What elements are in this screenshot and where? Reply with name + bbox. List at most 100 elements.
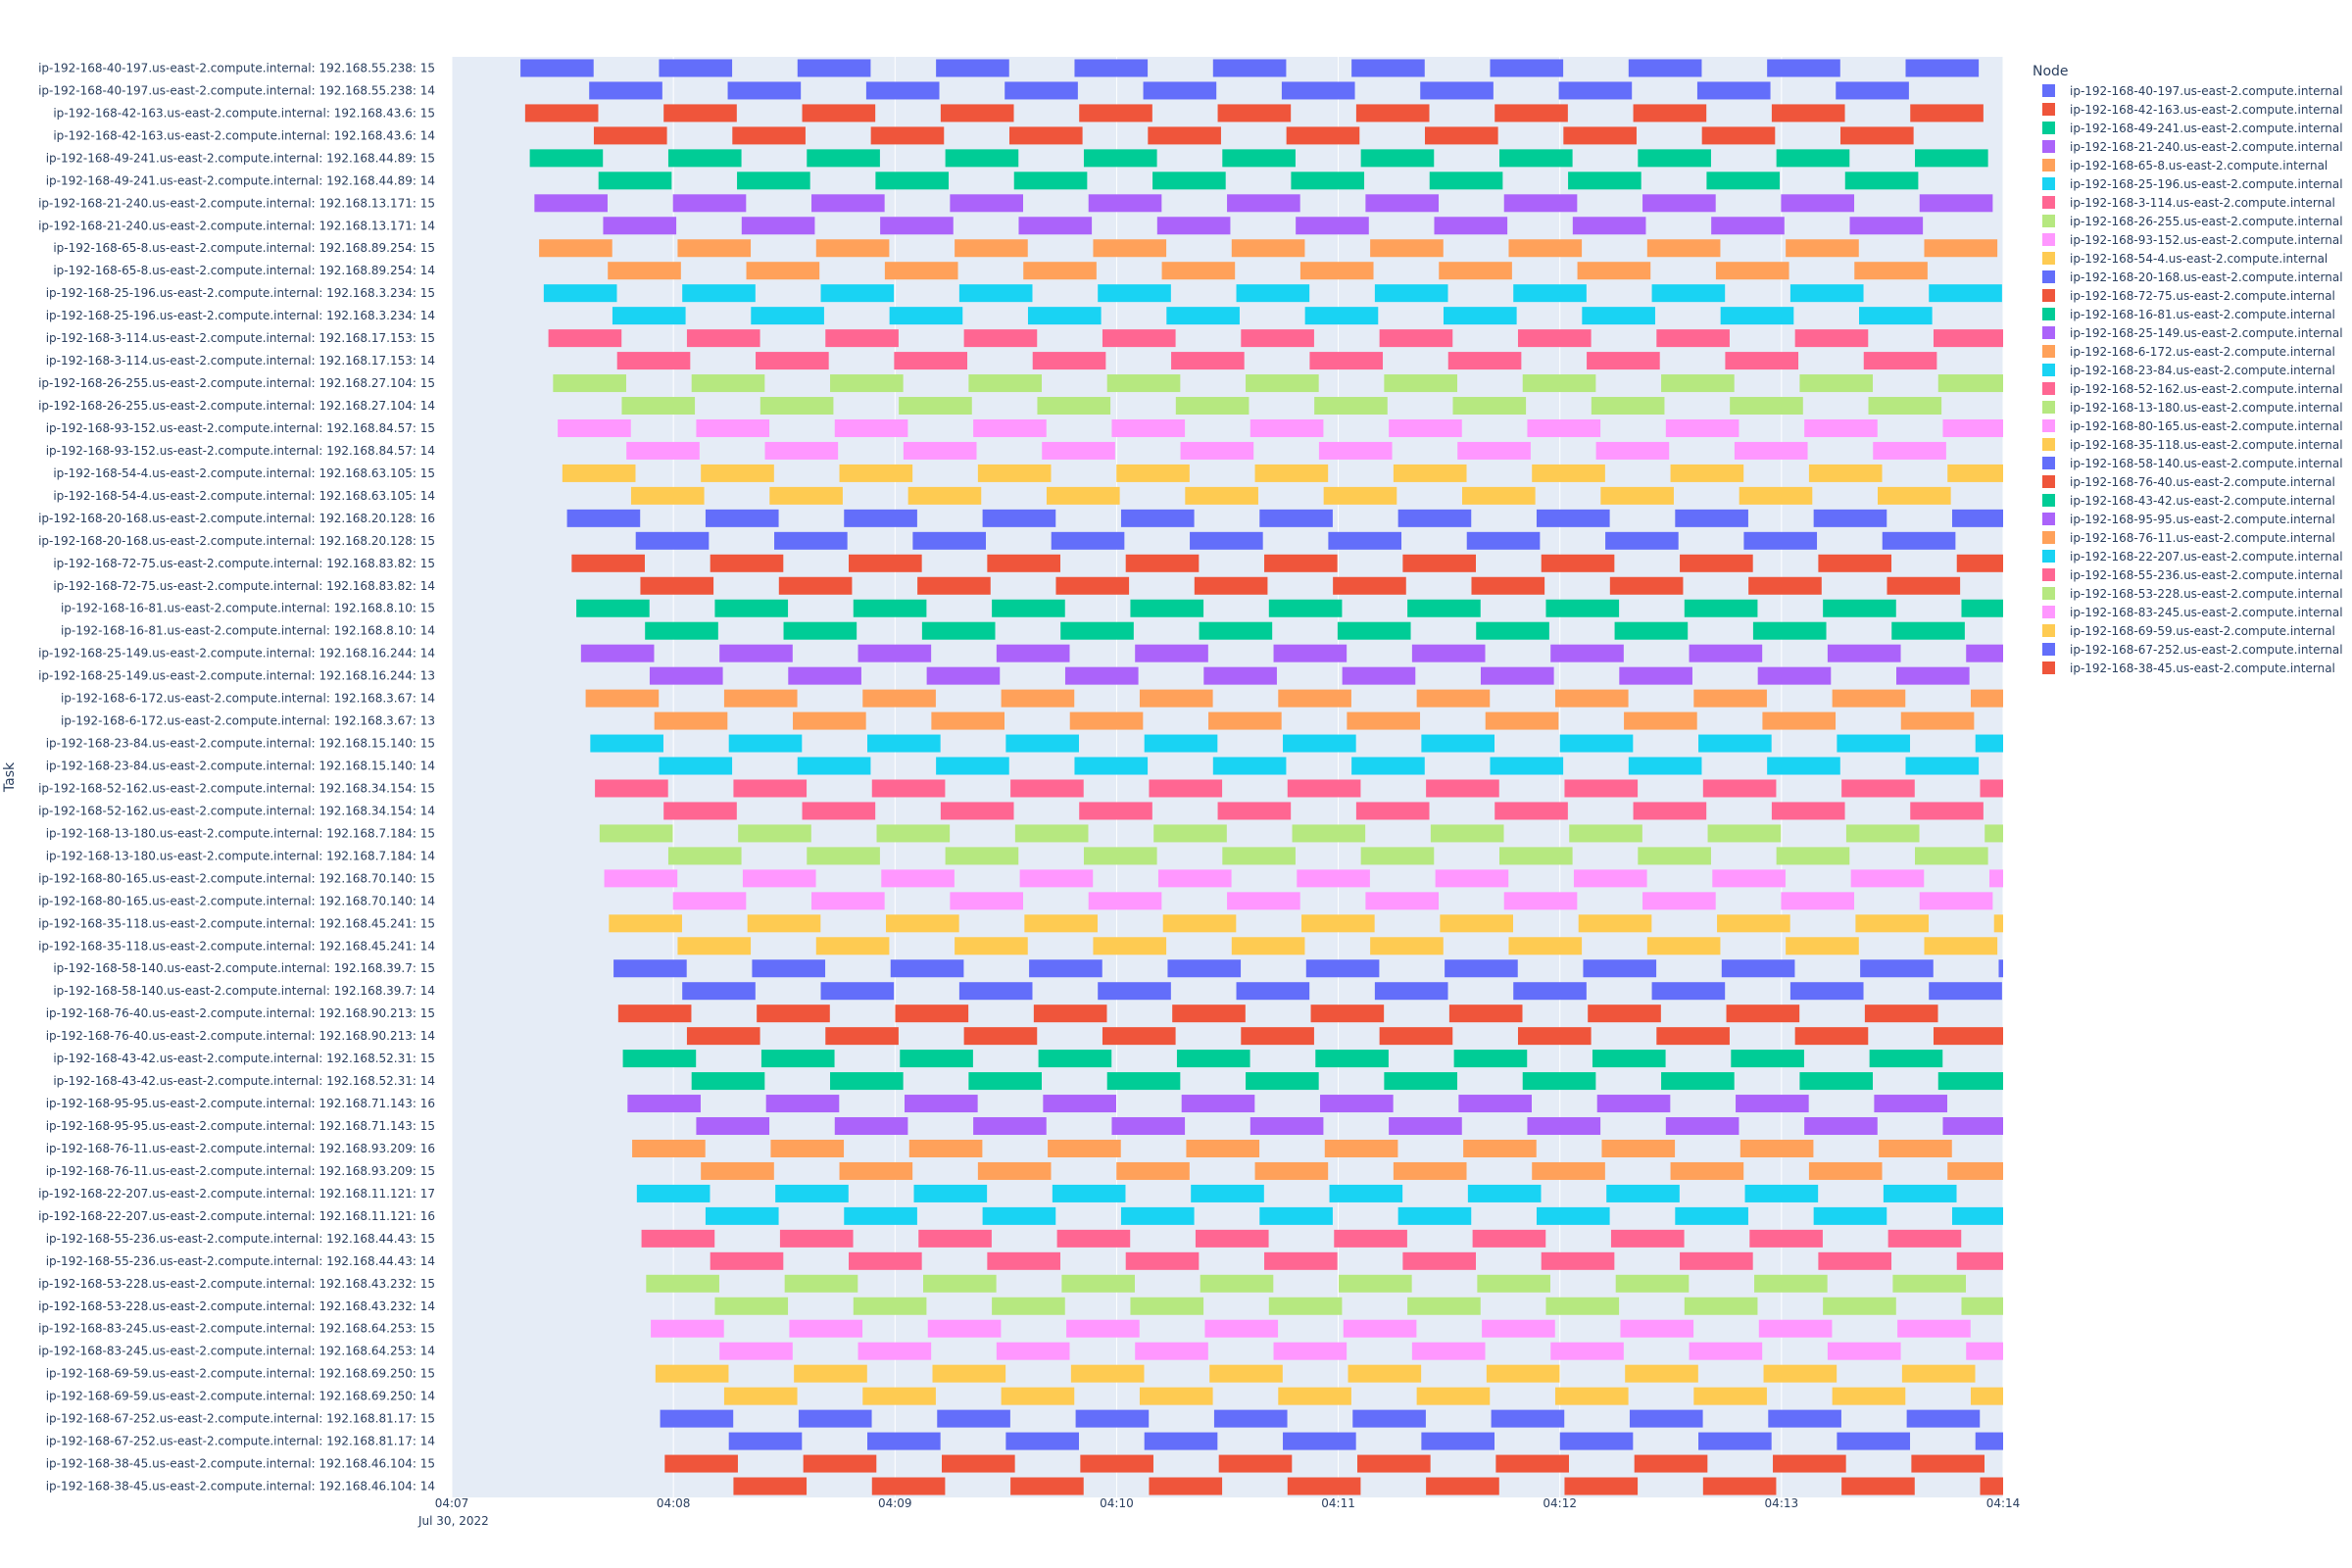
task-bar[interactable] [839,464,913,482]
task-bar[interactable] [1024,914,1098,933]
task-bar[interactable] [1600,486,1674,505]
task-bar[interactable] [1116,1161,1190,1180]
task-bar[interactable] [1111,418,1186,437]
task-bar[interactable] [1370,239,1444,258]
task-bar[interactable] [1739,486,1813,505]
task-bar[interactable] [1212,59,1287,77]
task-bar[interactable] [1970,1387,2003,1405]
task-bar[interactable] [1610,1229,1685,1248]
task-bar[interactable] [1656,1027,1730,1046]
task-bar[interactable] [912,531,987,550]
task-bar[interactable] [1080,1454,1153,1473]
task-bar[interactable] [775,1184,849,1202]
task-bar[interactable] [894,352,968,370]
task-bar[interactable] [701,1161,774,1180]
task-bar[interactable] [1149,1477,1223,1495]
task-bar[interactable] [871,779,946,798]
task-bar[interactable] [1776,149,1850,168]
task-bar[interactable] [566,509,641,527]
task-bar[interactable] [1227,194,1300,213]
task-bar[interactable] [794,1364,867,1383]
task-bar[interactable] [890,959,964,978]
task-bar[interactable] [649,666,723,685]
task-bar[interactable] [609,914,682,933]
task-bar[interactable] [1568,172,1642,190]
task-bar[interactable] [1541,554,1615,572]
task-bar[interactable] [1910,802,1984,820]
task-bar[interactable] [1701,126,1776,145]
task-bar[interactable] [1869,1050,1943,1068]
task-bar[interactable] [1430,824,1504,843]
task-bar[interactable] [1144,1432,1218,1450]
task-bar[interactable] [1879,1139,1952,1157]
task-bar[interactable] [1485,711,1559,730]
task-bar[interactable] [1088,892,1162,910]
task-bar[interactable] [1725,352,1799,370]
task-bar[interactable] [1135,1342,1208,1360]
task-bar[interactable] [1222,847,1296,865]
task-bar[interactable] [907,486,982,505]
task-bar[interactable] [1052,1184,1126,1202]
task-bar[interactable] [1291,172,1365,190]
task-bar[interactable] [1726,1004,1800,1023]
task-bar[interactable] [1706,172,1781,190]
task-bar[interactable] [752,959,826,978]
task-bar[interactable] [1823,1297,1896,1315]
task-bar[interactable] [884,262,958,280]
task-bar[interactable] [1191,1184,1264,1202]
task-bar[interactable] [1421,734,1495,753]
task-bar[interactable] [931,711,1005,730]
task-bar[interactable] [1680,554,1753,572]
task-bar[interactable] [1906,1409,1981,1428]
task-bar[interactable] [1961,599,2003,617]
task-bar[interactable] [682,284,756,303]
task-bar[interactable] [1457,441,1531,460]
task-bar[interactable] [1966,644,2003,662]
task-bar[interactable] [1120,509,1195,527]
task-bar[interactable] [1447,352,1522,370]
legend-item[interactable]: ip-192-168-55-236.us-east-2.compute.inte… [2042,568,2343,582]
task-bar[interactable] [1720,307,1794,325]
task-bar[interactable] [1374,982,1448,1001]
task-bar[interactable] [1018,217,1093,235]
task-bar[interactable] [1734,441,1808,460]
task-bar[interactable] [1503,892,1578,910]
task-bar[interactable] [760,1050,835,1068]
task-bar[interactable] [1301,914,1375,933]
task-bar[interactable] [1043,1095,1116,1113]
task-bar[interactable] [1749,1229,1823,1248]
task-bar[interactable] [593,126,667,145]
task-bar[interactable] [1572,217,1646,235]
task-bar[interactable] [1966,1342,2003,1360]
task-bar[interactable] [1980,1477,2003,1495]
task-bar[interactable] [886,914,959,933]
legend-item[interactable]: ip-192-168-76-40.us-east-2.compute.inter… [2042,475,2335,489]
task-bar[interactable] [1550,1342,1624,1360]
task-bar[interactable] [751,307,824,325]
task-bar[interactable] [1213,1409,1288,1428]
task-bar[interactable] [562,464,636,482]
legend-item[interactable]: ip-192-168-49-241.us-east-2.compute.inte… [2042,122,2343,135]
task-bar[interactable] [1343,1319,1417,1338]
task-bar[interactable] [908,1139,983,1157]
task-bar[interactable] [1670,1161,1744,1180]
task-bar[interactable] [1937,374,2003,393]
task-bar[interactable] [608,262,681,280]
legend-item[interactable]: ip-192-168-42-163.us-east-2.compute.inte… [2042,103,2343,117]
legend-item[interactable]: ip-192-168-3-114.us-east-2.compute.inter… [2042,196,2335,210]
task-bar[interactable] [1477,1274,1550,1293]
legend-item[interactable]: ip-192-168-54-4.us-east-2.compute.intern… [2042,252,2328,266]
task-bar[interactable] [1231,239,1305,258]
legend-item[interactable]: ip-192-168-72-75.us-east-2.compute.inter… [2042,289,2335,303]
task-bar[interactable] [1823,599,1896,617]
task-bar[interactable] [1023,262,1097,280]
task-bar[interactable] [950,194,1023,213]
task-bar[interactable] [802,104,876,122]
task-bar[interactable] [1914,149,1988,168]
task-bar[interactable] [982,1206,1056,1225]
task-bar[interactable] [1116,464,1190,482]
task-bar[interactable] [1125,554,1200,572]
task-bar[interactable] [1532,1161,1605,1180]
task-bar[interactable] [691,374,765,393]
task-bar[interactable] [849,1251,922,1270]
